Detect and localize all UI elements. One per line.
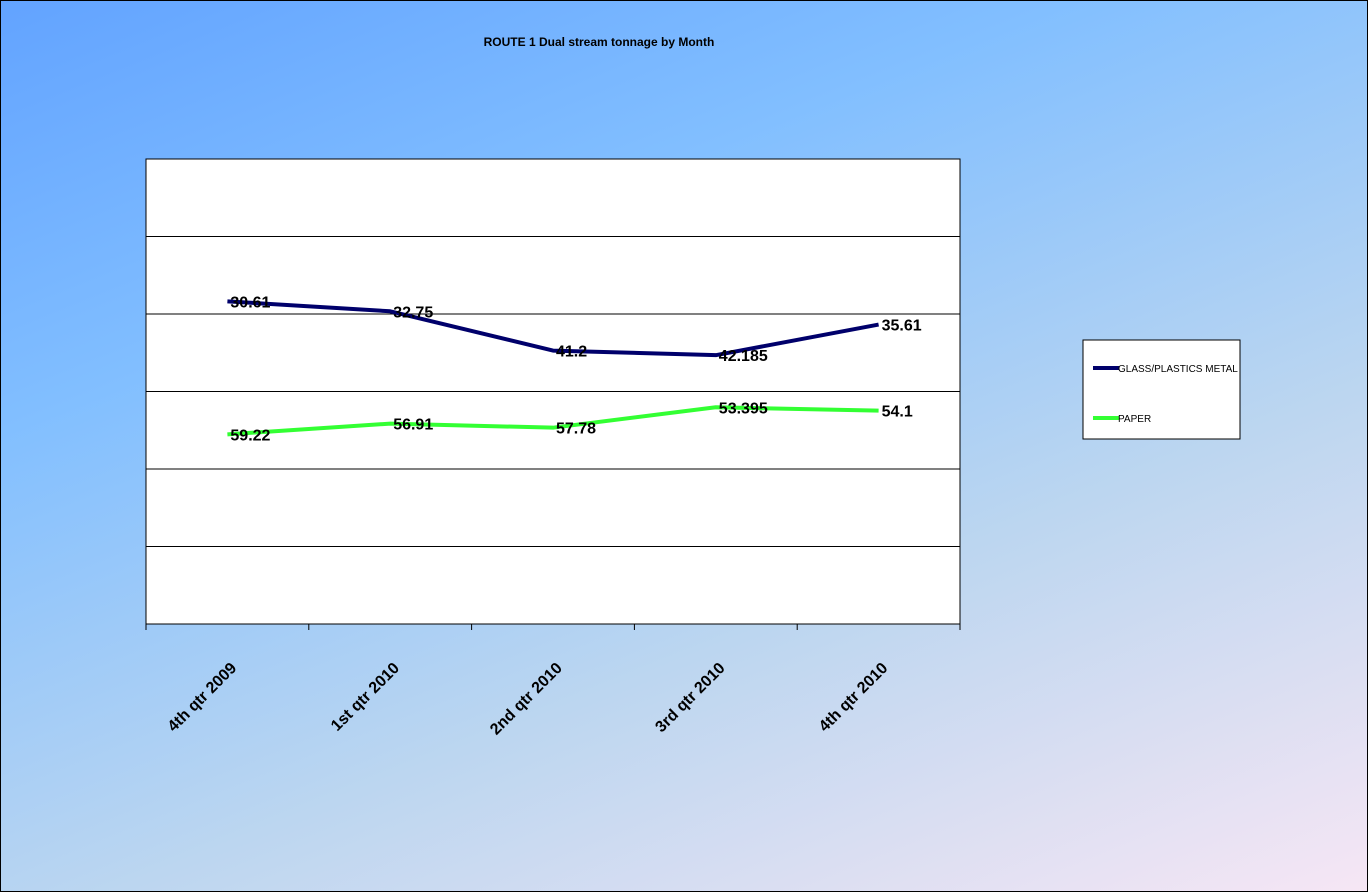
data-label: 35.61: [882, 318, 922, 335]
data-label: 54.1: [882, 404, 913, 421]
data-label: 41.2: [556, 344, 587, 361]
data-label: 30.61: [230, 294, 270, 311]
chart-title: ROUTE 1 Dual stream tonnage by Month: [484, 35, 715, 49]
x-tick-label: 3rd qtr 2010: [652, 660, 728, 736]
legend-label: GLASS/PLASTICS METAL: [1118, 364, 1238, 375]
data-label: 42.185: [719, 348, 768, 365]
data-label: 57.78: [556, 421, 596, 438]
data-label: 56.91: [393, 417, 433, 434]
x-tick-label: 1st qtr 2010: [328, 660, 403, 735]
series-line-2: [227, 405, 879, 437]
series-line-1: [227, 299, 879, 358]
legend: GLASS/PLASTICS METAL PAPER: [1082, 339, 1241, 440]
series-lines: [227, 299, 879, 437]
x-tick-label: 4th qtr 2010: [816, 660, 892, 736]
data-label: 59.22: [230, 427, 270, 444]
x-tick-label: 2nd qtr 2010: [487, 660, 566, 739]
gridlines: [146, 236, 960, 547]
data-label: 32.75: [393, 304, 433, 321]
legend-label: PAPER: [1118, 414, 1151, 425]
data-label: 53.395: [719, 400, 768, 417]
x-axis: 4th qtr 2009 1st qtr 2010 2nd qtr 2010 3rd …: [145, 624, 961, 739]
legend-box: [1082, 339, 1241, 440]
x-tick-label: 4th qtr 2009: [165, 660, 241, 736]
data-labels: 30.61 32.75 41.2 42.185 35.61 59.22 56.91 57.78…: [230, 294, 921, 444]
